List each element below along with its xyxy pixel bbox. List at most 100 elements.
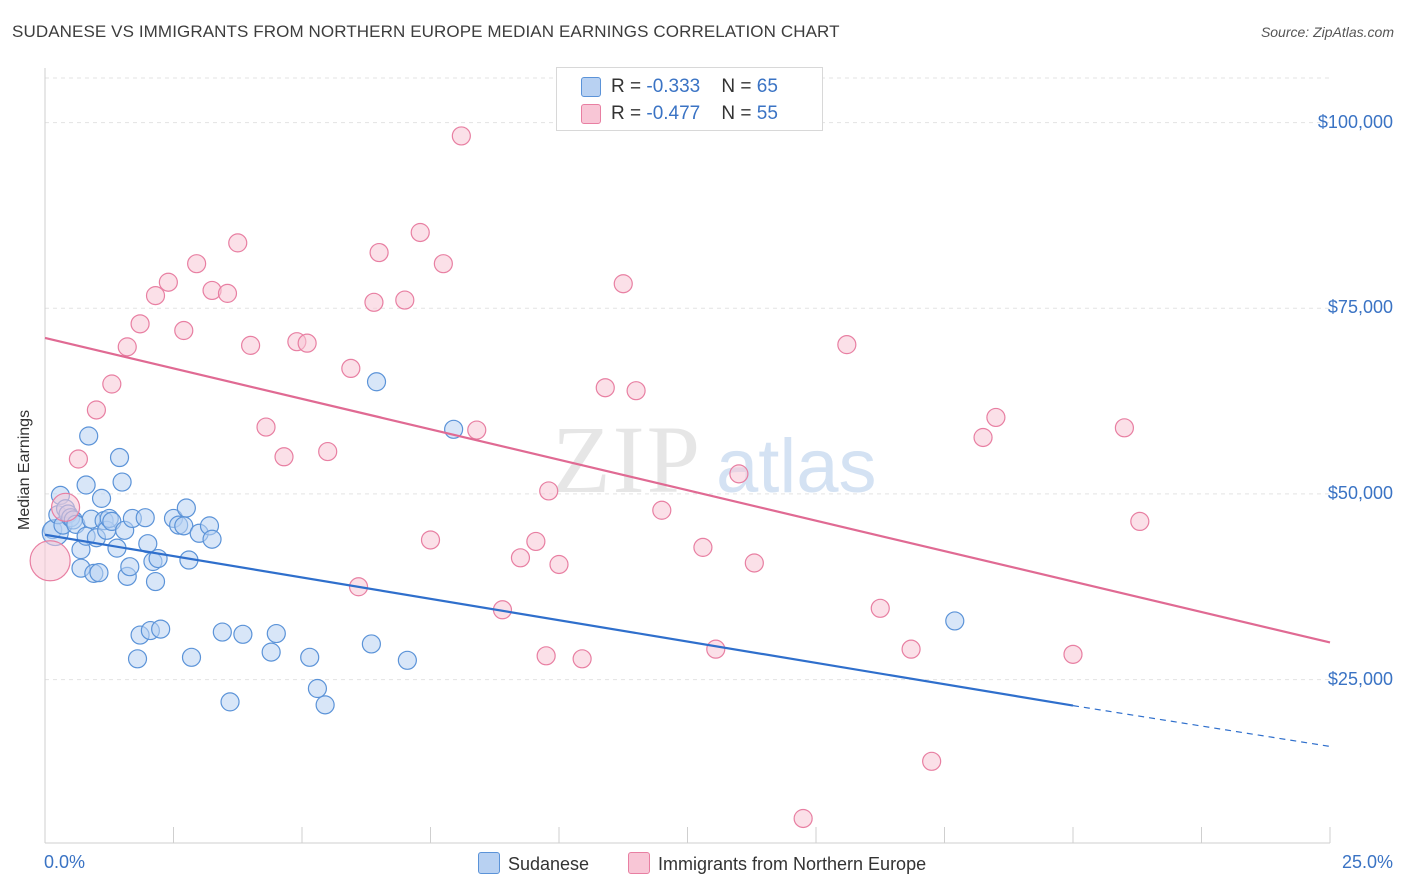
points-layer	[29, 126, 1150, 829]
point-sudanese	[89, 563, 109, 583]
point-northern-europe	[706, 639, 726, 659]
point-northern-europe	[217, 283, 238, 303]
point-sudanese	[120, 557, 140, 577]
point-northern-europe	[901, 639, 921, 659]
point-northern-europe	[68, 449, 89, 469]
point-northern-europe	[986, 407, 1006, 428]
axis-layer	[44, 68, 1331, 844]
point-northern-europe	[1063, 644, 1083, 664]
point-northern-europe	[973, 427, 993, 448]
point-northern-europe	[29, 540, 71, 582]
point-sudanese	[202, 529, 222, 549]
point-northern-europe	[510, 548, 531, 568]
point-sudanese	[109, 447, 130, 468]
bottom-legend-label-sudanese: Sudanese	[508, 854, 590, 874]
point-northern-europe	[433, 254, 453, 274]
point-sudanese	[397, 650, 417, 670]
point-sudanese	[91, 488, 112, 508]
point-northern-europe	[364, 292, 384, 312]
point-sudanese	[112, 472, 132, 492]
point-northern-europe	[228, 233, 248, 253]
point-northern-europe	[549, 554, 569, 575]
bottom-legend-sudanese: Sudanese	[478, 852, 589, 875]
legend-n-label: N =	[721, 103, 757, 124]
point-sudanese	[220, 692, 240, 712]
point-northern-europe	[420, 530, 441, 550]
legend-r-value: -0.333	[646, 76, 701, 97]
point-northern-europe	[130, 314, 150, 334]
point-sudanese	[266, 623, 286, 644]
trend-layer	[44, 336, 1331, 748]
source-label: Source: ZipAtlas.com	[1260, 24, 1394, 40]
y-tick-label: $25,000	[1327, 668, 1393, 689]
trendline-sudanese	[44, 533, 1074, 707]
point-sudanese	[361, 634, 381, 654]
legend-n-value: 55	[756, 103, 778, 124]
point-northern-europe	[837, 335, 857, 355]
y-tick-label: $100,000	[1317, 111, 1393, 132]
legend-n-label: N =	[721, 76, 757, 97]
point-northern-europe	[652, 500, 672, 520]
point-sudanese	[945, 611, 965, 631]
point-sudanese	[261, 642, 281, 662]
point-sudanese	[176, 498, 196, 518]
point-northern-europe	[595, 378, 615, 398]
point-sudanese	[79, 426, 99, 446]
point-northern-europe	[410, 222, 430, 243]
legend-r-label: R =	[611, 76, 647, 97]
point-northern-europe	[369, 242, 389, 263]
x-axis-max-label: 25.0%	[1341, 852, 1393, 872]
point-sudanese	[307, 678, 328, 699]
bottom-legend-label-northern-europe: Immigrants from Northern Europe	[658, 854, 927, 874]
point-northern-europe	[693, 537, 713, 557]
point-northern-europe	[86, 400, 107, 420]
point-northern-europe	[744, 553, 764, 573]
bottom-legend-swatch-northern-europe	[628, 852, 650, 874]
point-northern-europe	[793, 808, 813, 829]
y-tick-label: $75,000	[1327, 297, 1393, 318]
point-sudanese	[145, 571, 166, 592]
point-northern-europe	[526, 531, 546, 552]
point-northern-europe	[395, 290, 415, 310]
point-northern-europe	[256, 417, 276, 437]
bottom-legend-swatch-sudanese	[478, 852, 500, 874]
point-northern-europe	[451, 126, 471, 146]
point-northern-europe	[729, 464, 749, 484]
point-northern-europe	[297, 333, 317, 353]
point-northern-europe	[117, 337, 137, 357]
trendline-northern-europe	[44, 336, 1331, 644]
watermark-zip: ZIP	[552, 406, 702, 513]
point-sudanese	[300, 647, 320, 667]
point-northern-europe	[1130, 511, 1150, 532]
point-northern-europe	[274, 447, 294, 467]
point-sudanese	[127, 649, 148, 669]
point-northern-europe	[102, 374, 122, 394]
point-sudanese	[315, 695, 335, 715]
bottom-legend-northern-europe: Immigrants from Northern Europe	[628, 852, 926, 875]
point-northern-europe	[870, 598, 890, 618]
y-axis-label: Median Earnings	[16, 409, 33, 530]
point-northern-europe	[158, 272, 178, 292]
point-northern-europe	[174, 320, 194, 341]
trendline-sudanese-extension	[1072, 705, 1331, 748]
correlation-legend: R = -0.333 N = 65 R = -0.477 N = 55	[556, 67, 823, 131]
point-sudanese	[212, 622, 232, 642]
legend-swatch-sudanese	[581, 77, 601, 97]
point-northern-europe	[187, 254, 207, 274]
grid-layer	[45, 77, 1330, 681]
point-northern-europe	[613, 274, 633, 294]
point-northern-europe	[539, 481, 559, 501]
point-sudanese	[233, 624, 253, 644]
point-northern-europe	[626, 381, 646, 401]
point-northern-europe	[318, 441, 338, 462]
y-tick-label: $50,000	[1327, 482, 1393, 503]
point-northern-europe	[922, 751, 942, 771]
point-northern-europe	[50, 492, 81, 522]
legend-r-value: -0.477	[646, 103, 701, 124]
point-sudanese	[151, 619, 171, 639]
x-axis-min-label: 0.0%	[44, 852, 86, 872]
chart-title: SUDANESE VS IMMIGRANTS FROM NORTHERN EUR…	[12, 22, 840, 41]
point-sudanese	[135, 508, 155, 528]
point-northern-europe	[467, 420, 487, 440]
